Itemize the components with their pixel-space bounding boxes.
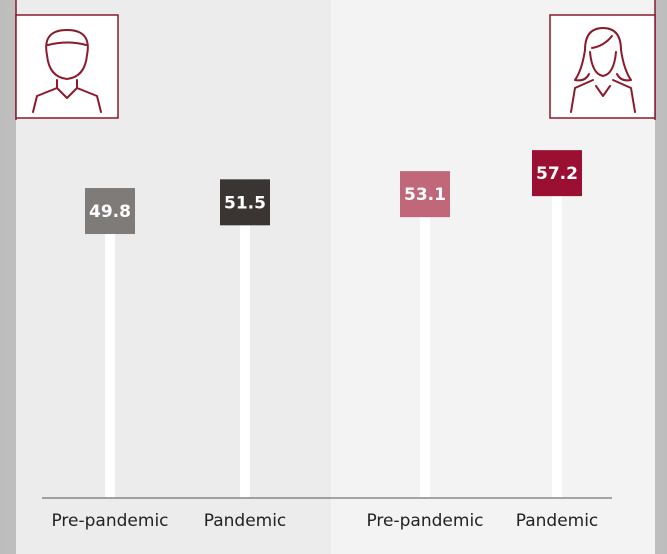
stem: [552, 150, 562, 498]
stem: [420, 171, 430, 498]
woman-icon: [549, 14, 656, 119]
value-label: 49.8: [89, 202, 131, 222]
x-tick-label: Pandemic: [516, 511, 599, 531]
stem: [105, 188, 115, 498]
value-label: 51.5: [224, 193, 266, 213]
x-tick-label: Pre-pandemic: [51, 511, 168, 531]
x-tick-label: Pandemic: [204, 511, 287, 531]
man-icon: [15, 14, 119, 119]
value-box: [400, 171, 450, 218]
value-box: [220, 179, 270, 226]
value-box: [85, 188, 135, 235]
value-label: 57.2: [536, 164, 578, 184]
x-tick-label: Pre-pandemic: [366, 511, 483, 531]
value-box: [532, 150, 582, 197]
stem: [240, 179, 250, 497]
value-label: 53.1: [404, 185, 446, 205]
